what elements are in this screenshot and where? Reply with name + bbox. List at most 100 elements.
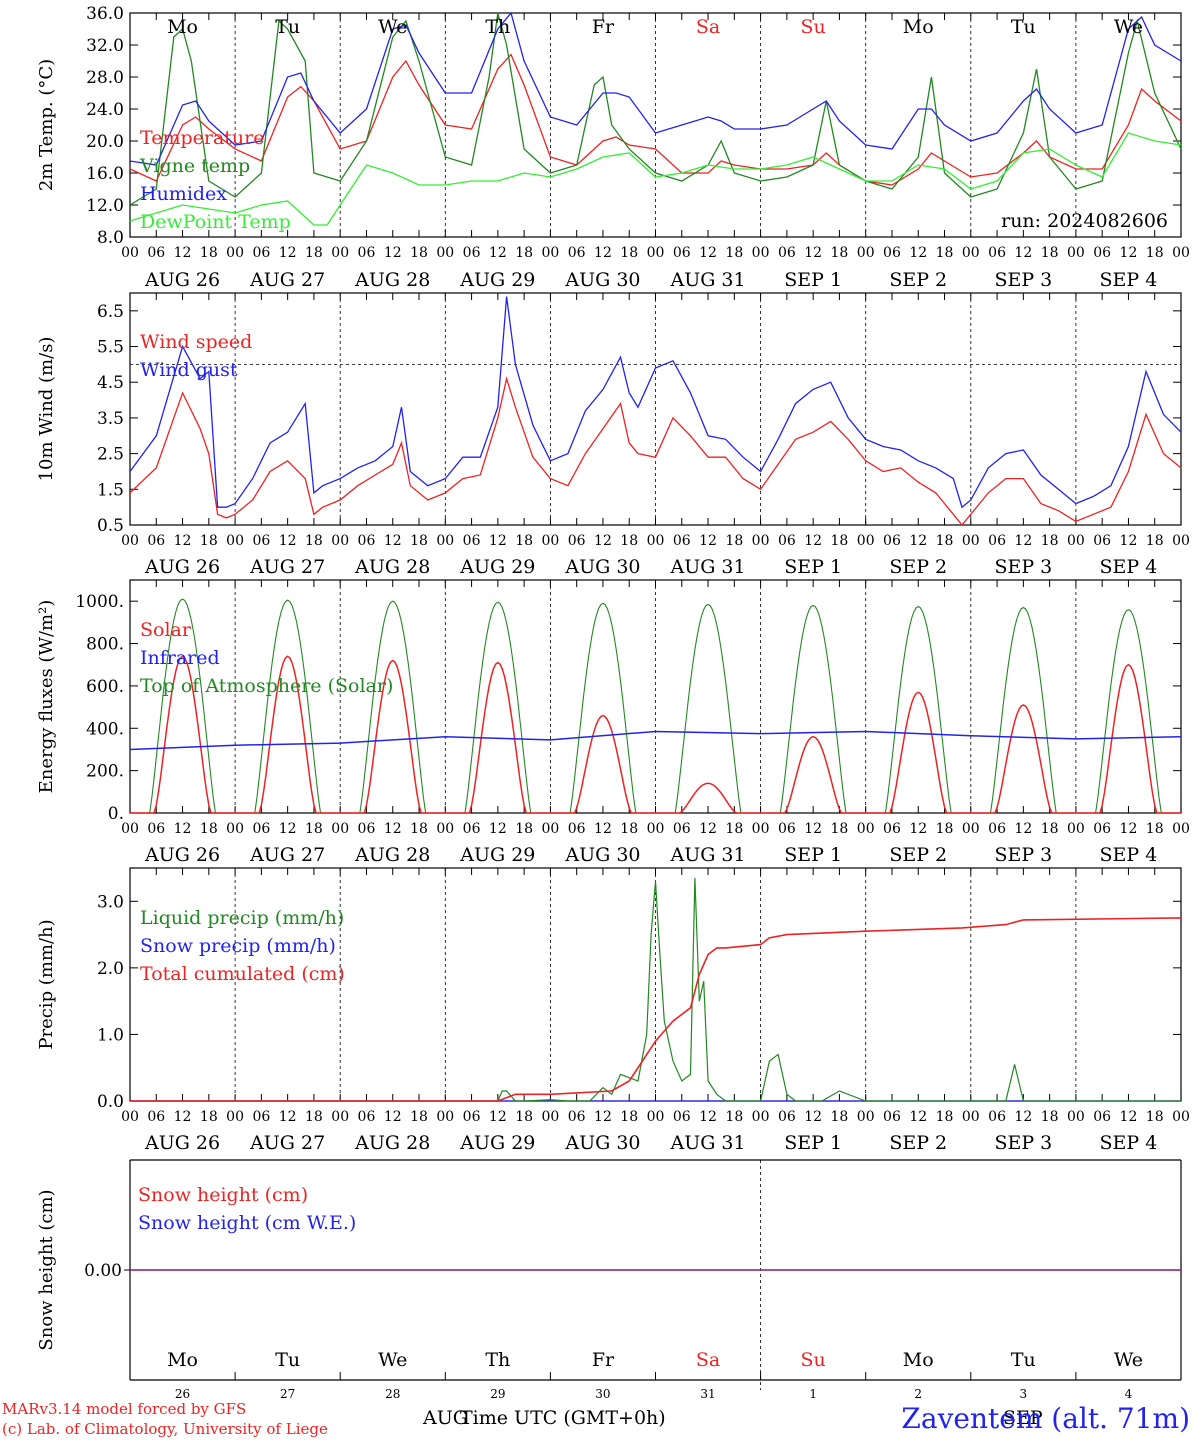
hour-tick-label: 12: [174, 1109, 192, 1125]
date-label: SEP 1: [784, 556, 842, 578]
series-line-solar: [130, 655, 1181, 814]
hour-tick-label: 12: [594, 821, 612, 837]
hour-tick-label: 18: [200, 1109, 218, 1125]
hour-tick-label: 18: [410, 533, 428, 549]
y-tick-label: 0.00: [84, 1261, 122, 1281]
y-tick-label: 1000.: [75, 592, 124, 612]
hour-tick-label: 06: [883, 1109, 901, 1125]
date-label: AUG 30: [564, 844, 640, 866]
date-label: SEP 1: [784, 844, 842, 866]
hour-tick-label: 12: [174, 821, 192, 837]
date-label: SEP 2: [889, 844, 947, 866]
date-label: AUG 29: [459, 556, 535, 578]
hour-tick-label: 06: [358, 1109, 376, 1125]
hour-tick-label: 00: [121, 821, 139, 837]
hour-tick-label: 00: [962, 821, 980, 837]
x-axis-title: Time UTC (GMT+0h): [460, 1407, 666, 1429]
hour-tick-label: 18: [410, 245, 428, 261]
hour-tick-label: 12: [384, 533, 402, 549]
hour-tick-label: 18: [831, 821, 849, 837]
date-label: SEP 2: [889, 556, 947, 578]
hour-tick-label: 06: [252, 533, 270, 549]
hour-tick-label: 18: [725, 245, 743, 261]
hour-tick-label: 18: [515, 1109, 533, 1125]
hour-tick-label: 06: [778, 821, 796, 837]
hour-tick-label: 12: [909, 821, 927, 837]
hour-tick-label: 18: [725, 533, 743, 549]
hour-tick-label: 12: [1014, 533, 1032, 549]
hour-tick-label: 00: [121, 1109, 139, 1125]
hour-tick-label: 06: [673, 821, 691, 837]
y-tick-label: 8.0: [97, 228, 124, 248]
date-label: AUG 29: [459, 269, 535, 291]
hour-tick-label: 06: [988, 1109, 1006, 1125]
weekday-label: Tu: [275, 16, 300, 38]
y-tick-label: 0.5: [97, 516, 124, 536]
hour-tick-label: 18: [305, 1109, 323, 1125]
date-label: AUG 29: [459, 844, 535, 866]
day-number-label: 3: [1020, 1387, 1028, 1401]
hour-tick-label: 12: [489, 821, 507, 837]
date-label: AUG 30: [564, 1132, 640, 1154]
hour-tick-label: 12: [804, 1109, 822, 1125]
hour-tick-label: 06: [673, 533, 691, 549]
hour-tick-label: 00: [1067, 1109, 1085, 1125]
hour-tick-label: 18: [1041, 533, 1059, 549]
footer: MARv3.14 model forced by GFS (c) Lab. of …: [2, 1400, 1190, 1438]
hour-tick-label: 18: [305, 533, 323, 549]
hour-tick-label: 18: [1041, 821, 1059, 837]
y-axis-label: 10m Wind (m/s): [36, 337, 57, 482]
hour-tick-label: 00: [857, 1109, 875, 1125]
hour-tick-label: 06: [673, 245, 691, 261]
y-tick-label: 28.0: [86, 68, 124, 88]
y-tick-label: 3.5: [97, 409, 124, 429]
hour-tick-label: 18: [936, 1109, 954, 1125]
hour-tick-label: 18: [620, 533, 638, 549]
date-label: AUG 27: [249, 844, 325, 866]
hour-tick-label: 00: [541, 821, 559, 837]
series-line-wind-gust: [129, 296, 1182, 509]
hour-tick-label: 06: [1093, 821, 1111, 837]
hour-tick-label: 06: [778, 1109, 796, 1125]
y-tick-label: 600.: [86, 677, 124, 697]
hour-tick-label: 00: [226, 533, 244, 549]
weekday-label: Sa: [696, 1349, 720, 1371]
hour-tick-label: 12: [1120, 821, 1138, 837]
date-label: SEP 1: [784, 1132, 842, 1154]
hour-tick-label: 06: [988, 821, 1006, 837]
hour-tick-label: 06: [778, 533, 796, 549]
weekday-label: We: [378, 1349, 407, 1371]
date-label: SEP 2: [889, 1132, 947, 1154]
date-label: AUG 28: [354, 269, 430, 291]
hour-tick-label: 00: [647, 821, 665, 837]
hour-tick-label: 18: [1041, 245, 1059, 261]
hour-tick-label: 12: [909, 245, 927, 261]
day-number-label: 26: [175, 1387, 190, 1401]
weekday-label: Sa: [696, 16, 720, 38]
legend-entry: Snow precip (mm/h): [140, 935, 336, 957]
date-label: SEP 4: [1100, 1132, 1158, 1154]
weekday-label: Mo: [903, 1349, 934, 1371]
hour-tick-label: 18: [1146, 821, 1164, 837]
hour-tick-label: 00: [962, 533, 980, 549]
date-label: SEP 2: [889, 269, 947, 291]
hour-tick-label: 00: [1172, 533, 1190, 549]
hour-tick-label: 06: [358, 245, 376, 261]
y-axis-label: Energy fluxes (W/m²): [36, 600, 57, 794]
hour-tick-label: 12: [384, 821, 402, 837]
legend-entry: Solar: [140, 619, 192, 641]
hour-tick-label: 18: [410, 821, 428, 837]
month-label: SEP: [1003, 1407, 1043, 1429]
date-label: AUG 26: [144, 269, 220, 291]
weekday-label: We: [378, 16, 407, 38]
legend-entry: DewPoint Temp: [140, 211, 291, 233]
legend-entry: Snow height (cm): [138, 1184, 308, 1206]
day-number-label: 28: [385, 1387, 400, 1401]
weekday-label: We: [1114, 16, 1143, 38]
date-label: AUG 29: [459, 1132, 535, 1154]
hour-tick-label: 12: [1120, 245, 1138, 261]
legend-entry: Total cumulated (cm): [140, 963, 345, 985]
hour-tick-label: 00: [226, 821, 244, 837]
hour-tick-label: 18: [200, 821, 218, 837]
